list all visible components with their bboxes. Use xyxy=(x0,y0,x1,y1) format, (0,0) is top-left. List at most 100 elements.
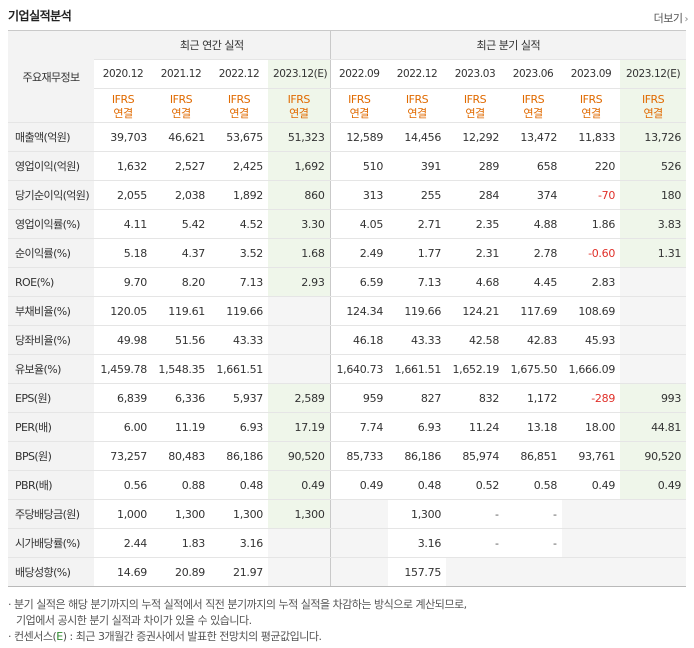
value-cell: 860 xyxy=(268,180,331,210)
ifrs-label: IFRS xyxy=(169,93,193,106)
value-cell: - xyxy=(504,499,563,529)
value-cell xyxy=(620,296,687,326)
ifrs-label: IFRS xyxy=(227,93,251,106)
row-label: 주당배당금(원) xyxy=(8,499,94,529)
basis-label: 연결 xyxy=(289,107,309,120)
footnote-2: · 컨센서스(E) : 최근 3개월간 증권사에서 발표한 전망치의 평균값입니… xyxy=(8,629,467,645)
value-cell: 11.24 xyxy=(446,412,505,442)
value-cell: 2.31 xyxy=(446,238,505,268)
value-cell: - xyxy=(504,528,563,558)
value-cell: 18.00 xyxy=(562,412,621,442)
value-cell: 86,851 xyxy=(504,441,563,471)
value-cell: 3.52 xyxy=(210,238,268,268)
row-label: 매출액(억원) xyxy=(8,122,94,152)
value-cell: 0.58 xyxy=(504,470,563,500)
value-cell: 49.98 xyxy=(94,325,152,355)
value-cell: 1,652.19 xyxy=(446,354,505,384)
value-cell: 827 xyxy=(388,383,447,413)
value-cell: 3.16 xyxy=(388,528,447,558)
value-cell: 51,323 xyxy=(268,122,331,152)
basis-label: 연결 xyxy=(349,107,370,120)
value-cell: 14.69 xyxy=(94,557,152,587)
value-cell: 119.61 xyxy=(152,296,210,326)
value-cell xyxy=(562,499,621,529)
row-label: 부채비율(%) xyxy=(8,296,94,326)
footnote-1: · 분기 실적은 해당 분기까지의 누적 실적에서 직전 분기까지의 누적 실적… xyxy=(8,598,467,611)
value-cell xyxy=(562,557,621,587)
value-cell: 526 xyxy=(620,151,687,181)
period-header: 2023.06 xyxy=(504,59,563,89)
table-row: 당기순이익(억원) 2,055 2,038 1,892 860 313 255 284 374-… xyxy=(8,180,687,210)
value-cell: 4.37 xyxy=(152,238,210,268)
value-cell: 93,761 xyxy=(562,441,621,471)
value-cell: 1,675.50 xyxy=(504,354,563,384)
value-cell: 11,833 xyxy=(562,122,621,152)
more-label: 더보기 xyxy=(653,12,683,25)
row-label: 당좌비율(%) xyxy=(8,325,94,355)
value-cell: 90,520 xyxy=(268,441,331,471)
value-cell: 959 xyxy=(329,383,389,413)
ifrs-basis-cell: IFRS 연결 xyxy=(152,88,210,123)
row-label: 시가배당률(%) xyxy=(8,528,94,558)
footnote-2-prefix: · 컨센서스( xyxy=(8,630,57,643)
value-cell: 42.83 xyxy=(504,325,563,355)
value-cell: 2.35 xyxy=(446,209,505,239)
table-row: 영업이익(억원) 1,632 2,527 2,425 1,692 510 391 289 658… xyxy=(8,151,687,181)
value-cell: 1,666.09 xyxy=(562,354,621,384)
more-link[interactable]: 더보기 › xyxy=(653,10,689,26)
value-cell xyxy=(268,528,331,558)
value-cell: -289 xyxy=(562,383,621,413)
value-cell: 7.74 xyxy=(329,412,389,442)
value-cell: 220 xyxy=(562,151,621,181)
value-cell: -70 xyxy=(562,180,621,210)
value-cell: 90,520 xyxy=(620,441,687,471)
basis-label: 연결 xyxy=(171,107,191,120)
period-header: 2023.12(E) xyxy=(620,59,687,89)
ifrs-basis-cell: IFRS 연결 xyxy=(446,88,505,123)
consensus-mark: E xyxy=(56,630,63,643)
ifrs-basis-cell: IFRS 연결 xyxy=(620,88,687,123)
table-row: PBR(배) 0.56 0.88 0.48 0.49 0.49 0.48 0.52 0.58 0.… xyxy=(8,470,687,500)
label-header: 주요재무정보 xyxy=(8,30,94,123)
value-cell: 108.69 xyxy=(562,296,621,326)
table-row: 영업이익률(%) 4.11 5.42 4.52 3.30 4.05 2.71 2.35 4.88… xyxy=(8,209,687,239)
value-cell: 1.83 xyxy=(152,528,210,558)
basis-label: 연결 xyxy=(229,107,249,120)
value-cell: 0.88 xyxy=(152,470,210,500)
value-cell: 4.68 xyxy=(446,267,505,297)
value-cell xyxy=(504,557,563,587)
value-cell: 73,257 xyxy=(94,441,152,471)
value-cell: 85,974 xyxy=(446,441,505,471)
section-title: 기업실적분석 xyxy=(8,9,72,23)
row-label: 당기순이익(억원) xyxy=(8,180,94,210)
value-cell: 1,000 xyxy=(94,499,152,529)
value-cell: 510 xyxy=(329,151,389,181)
value-cell: 313 xyxy=(329,180,389,210)
value-cell: 4.45 xyxy=(504,267,563,297)
period-header: 2020.12 xyxy=(94,59,152,89)
row-label: EPS(원) xyxy=(8,383,94,413)
period-header: 2023.12(E) xyxy=(268,59,331,89)
value-cell: 1.86 xyxy=(562,209,621,239)
period-header: 2021.12 xyxy=(152,59,210,89)
value-cell: 1,172 xyxy=(504,383,563,413)
value-cell: 12,589 xyxy=(329,122,389,152)
value-cell: 119.66 xyxy=(388,296,447,326)
ifrs-label: IFRS xyxy=(348,93,371,106)
value-cell: 20.89 xyxy=(152,557,210,587)
value-cell: 1,632 xyxy=(94,151,152,181)
ifrs-basis-cell: IFRS 연결 xyxy=(329,88,389,123)
value-cell xyxy=(329,557,389,587)
row-label: BPS(원) xyxy=(8,441,94,471)
value-cell: 391 xyxy=(388,151,447,181)
value-cell: 1,300 xyxy=(268,499,331,529)
value-cell: 0.49 xyxy=(268,470,331,500)
value-cell: 80,483 xyxy=(152,441,210,471)
value-cell: 1,692 xyxy=(268,151,331,181)
value-cell: 4.11 xyxy=(94,209,152,239)
period-header: 2023.09 xyxy=(562,59,621,89)
value-cell xyxy=(268,325,331,355)
basis-label: 연결 xyxy=(523,107,543,120)
table-row: ROE(%) 9.70 8.20 7.13 2.93 6.59 7.13 4.68 4.45 2.… xyxy=(8,267,687,297)
value-cell: -0.60 xyxy=(562,238,621,268)
